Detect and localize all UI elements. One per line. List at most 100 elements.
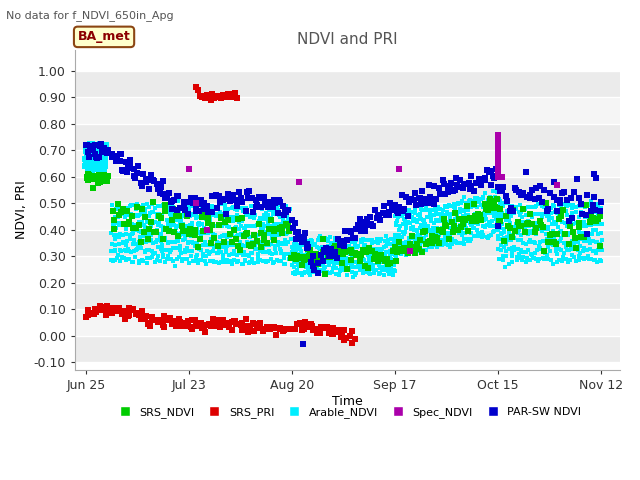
Point [95, 154, 105, 162]
Point [241, 316, 251, 324]
Point [489, 222, 499, 229]
Point [316, 251, 326, 259]
Point [298, 340, 308, 348]
Point [314, 244, 324, 252]
Point [147, 231, 157, 239]
Point [315, 251, 325, 259]
Point [255, 247, 265, 254]
Point [515, 212, 525, 219]
Point [377, 245, 387, 252]
Point [172, 237, 182, 245]
Point [430, 233, 440, 240]
Point [385, 252, 395, 260]
Point [302, 244, 312, 252]
Point [323, 235, 333, 243]
Point [556, 246, 566, 253]
Point [452, 227, 463, 234]
Point [356, 238, 366, 246]
Point [583, 229, 593, 237]
Point [522, 203, 532, 211]
Point [596, 229, 606, 237]
Point [178, 201, 188, 208]
Point [372, 260, 382, 267]
Point [159, 237, 169, 244]
Point [227, 260, 237, 268]
Point [143, 246, 154, 254]
Point [343, 237, 353, 245]
Point [423, 238, 433, 245]
Point [548, 241, 558, 249]
Point [272, 221, 282, 228]
Point [493, 183, 503, 191]
Point [589, 220, 600, 228]
Point [193, 86, 203, 94]
Point [531, 184, 541, 192]
Point [543, 243, 554, 251]
Point [116, 253, 127, 261]
Point [108, 257, 118, 264]
Point [412, 227, 422, 234]
Point [406, 234, 417, 241]
Point [504, 229, 515, 237]
Point [328, 256, 339, 264]
Point [134, 218, 145, 226]
Point [269, 227, 280, 235]
Point [350, 250, 360, 257]
Point [249, 214, 259, 222]
Point [140, 223, 150, 231]
Point [515, 218, 525, 226]
Point [572, 244, 582, 252]
Point [554, 223, 564, 231]
Point [541, 235, 552, 242]
Point [269, 258, 279, 265]
Point [220, 259, 230, 266]
Point [542, 238, 552, 246]
Point [534, 238, 545, 245]
Point [322, 268, 332, 276]
Point [385, 200, 395, 207]
Point [292, 266, 302, 274]
Point [514, 188, 524, 196]
Point [173, 232, 183, 240]
Point [415, 244, 425, 252]
Point [135, 233, 145, 241]
Point [574, 256, 584, 264]
Point [100, 153, 110, 160]
Point [322, 323, 332, 331]
Point [221, 205, 232, 213]
Point [406, 208, 417, 216]
Point [127, 221, 138, 228]
Point [282, 211, 292, 218]
Point [557, 257, 568, 264]
Point [452, 224, 463, 231]
Point [436, 224, 447, 232]
Point [483, 204, 493, 212]
Point [312, 263, 322, 270]
Point [214, 259, 225, 267]
Point [459, 207, 469, 215]
Point [435, 231, 445, 239]
Point [560, 230, 570, 238]
Point [291, 255, 301, 263]
Point [531, 228, 541, 235]
Point [122, 168, 132, 176]
Point [578, 247, 588, 254]
Point [302, 237, 312, 245]
Point [495, 197, 505, 205]
Point [407, 246, 417, 253]
Point [134, 211, 144, 219]
Point [311, 251, 321, 258]
Point [529, 225, 539, 233]
Point [268, 222, 278, 229]
Point [568, 220, 579, 228]
Point [168, 257, 178, 264]
Point [280, 236, 290, 244]
Point [500, 263, 510, 271]
Point [524, 203, 534, 211]
Point [358, 256, 368, 264]
Point [160, 246, 170, 253]
Point [114, 212, 124, 219]
Point [87, 146, 97, 154]
Point [329, 252, 339, 260]
Point [205, 214, 216, 222]
